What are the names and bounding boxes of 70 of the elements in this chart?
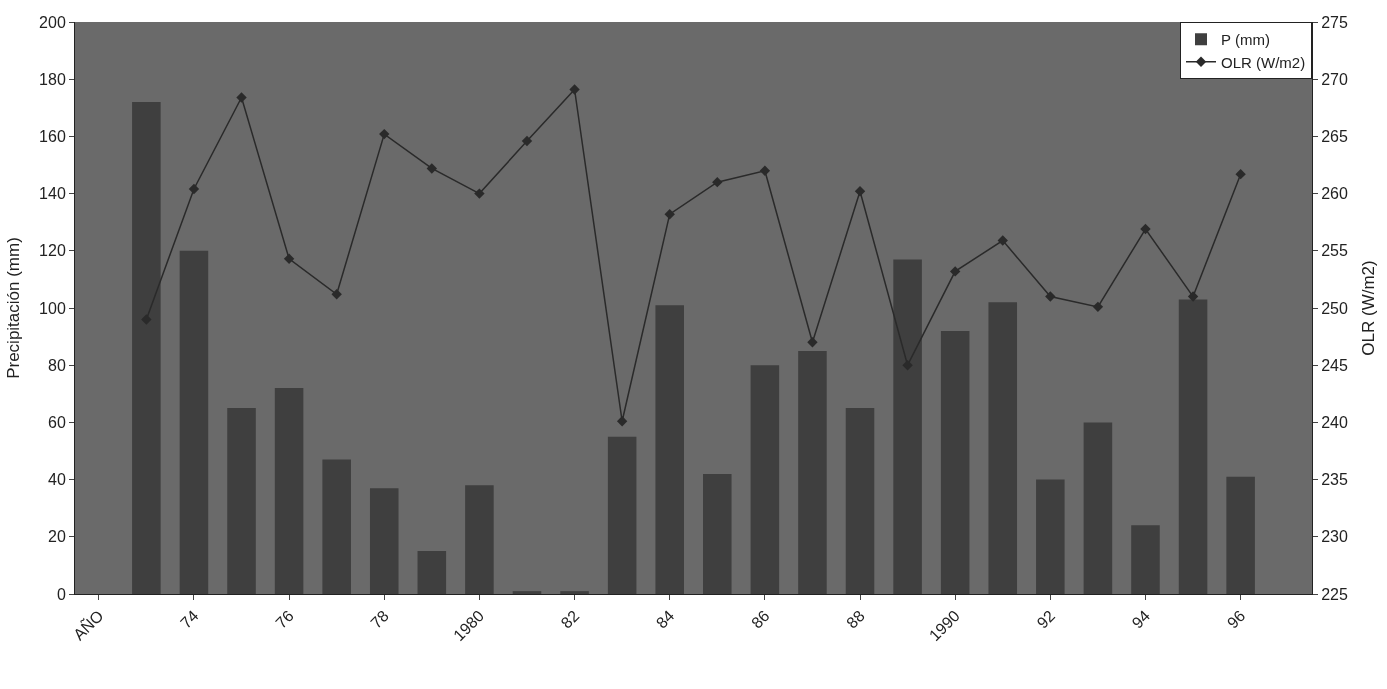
bar: [1178, 299, 1208, 594]
point: [759, 165, 771, 176]
x-tick-label: 92: [1033, 606, 1059, 632]
y-tick-label: 180: [39, 70, 66, 88]
point: [854, 186, 866, 197]
point: [474, 188, 485, 199]
y2-tick-label: 235: [1321, 471, 1348, 489]
y2-tick-label: 240: [1321, 414, 1348, 431]
point: [188, 183, 200, 195]
y2-tick-label: 255: [1321, 242, 1348, 260]
x-tick-label: 74: [177, 606, 202, 632]
x-tick-label: 94: [1128, 606, 1154, 632]
point: [1235, 168, 1246, 180]
x-tick-label: 82: [557, 606, 583, 632]
point: [664, 208, 675, 220]
y-tick-label: 80: [48, 356, 66, 374]
point: [1092, 301, 1104, 313]
bar: [798, 350, 827, 594]
y2-tick-label: 265: [1321, 128, 1348, 145]
point: [379, 128, 390, 140]
y-tick-label: 100: [39, 299, 66, 317]
point: [1187, 291, 1199, 302]
y2-tick-label: 230: [1321, 528, 1348, 546]
legend-label: P (mm): [1221, 31, 1270, 49]
bar: [132, 102, 161, 594]
point: [1140, 223, 1151, 235]
point: [616, 416, 628, 427]
y2-tick-label: 270: [1321, 70, 1348, 88]
point: [236, 92, 247, 103]
y2-tick-label: 245: [1321, 356, 1348, 374]
point: [949, 266, 961, 277]
y-tick-label: 200: [39, 13, 66, 31]
y-axis-title: Precipitación (mm): [3, 237, 23, 379]
bar: [417, 551, 447, 594]
y2-tick-label: 225: [1321, 585, 1348, 603]
bar: [322, 459, 351, 594]
point: [426, 163, 438, 174]
bar: [893, 259, 922, 594]
bar: [512, 591, 542, 594]
point: [521, 135, 533, 147]
point: [331, 289, 342, 300]
bar: [703, 473, 732, 594]
point: [283, 253, 295, 265]
x-tick-label: 78: [367, 606, 393, 632]
x-tick-label: 96: [1223, 606, 1249, 632]
point: [712, 176, 723, 188]
y-tick-label: 140: [39, 185, 66, 203]
bar: [607, 436, 637, 594]
y2-tick-label: 260: [1321, 185, 1348, 203]
bar: [1083, 422, 1113, 594]
y-tick-label: 40: [48, 471, 66, 489]
y2-tick-label: 275: [1321, 13, 1348, 31]
x-tick-label: 76: [272, 606, 297, 632]
x-tick-label: 84: [652, 606, 678, 632]
y-tick-label: 0: [56, 585, 66, 603]
x-tick-label: 86: [748, 606, 773, 632]
point: [1045, 291, 1056, 302]
y2-axis-title: OLR (W/m2): [1359, 260, 1379, 356]
y-tick-label: 160: [39, 128, 66, 145]
y2-tick-label: 250: [1321, 299, 1348, 317]
legend-label: OLR (W/m2): [1221, 53, 1306, 71]
x-tick-label: 88: [843, 606, 868, 632]
y-tick-label: 120: [39, 242, 66, 260]
bar: [227, 408, 256, 594]
point: [807, 337, 818, 348]
bar: [988, 302, 1018, 594]
point: [997, 235, 1008, 246]
y-tick-label: 60: [48, 414, 66, 431]
point: [569, 84, 580, 95]
y-tick-label: 20: [48, 528, 66, 546]
